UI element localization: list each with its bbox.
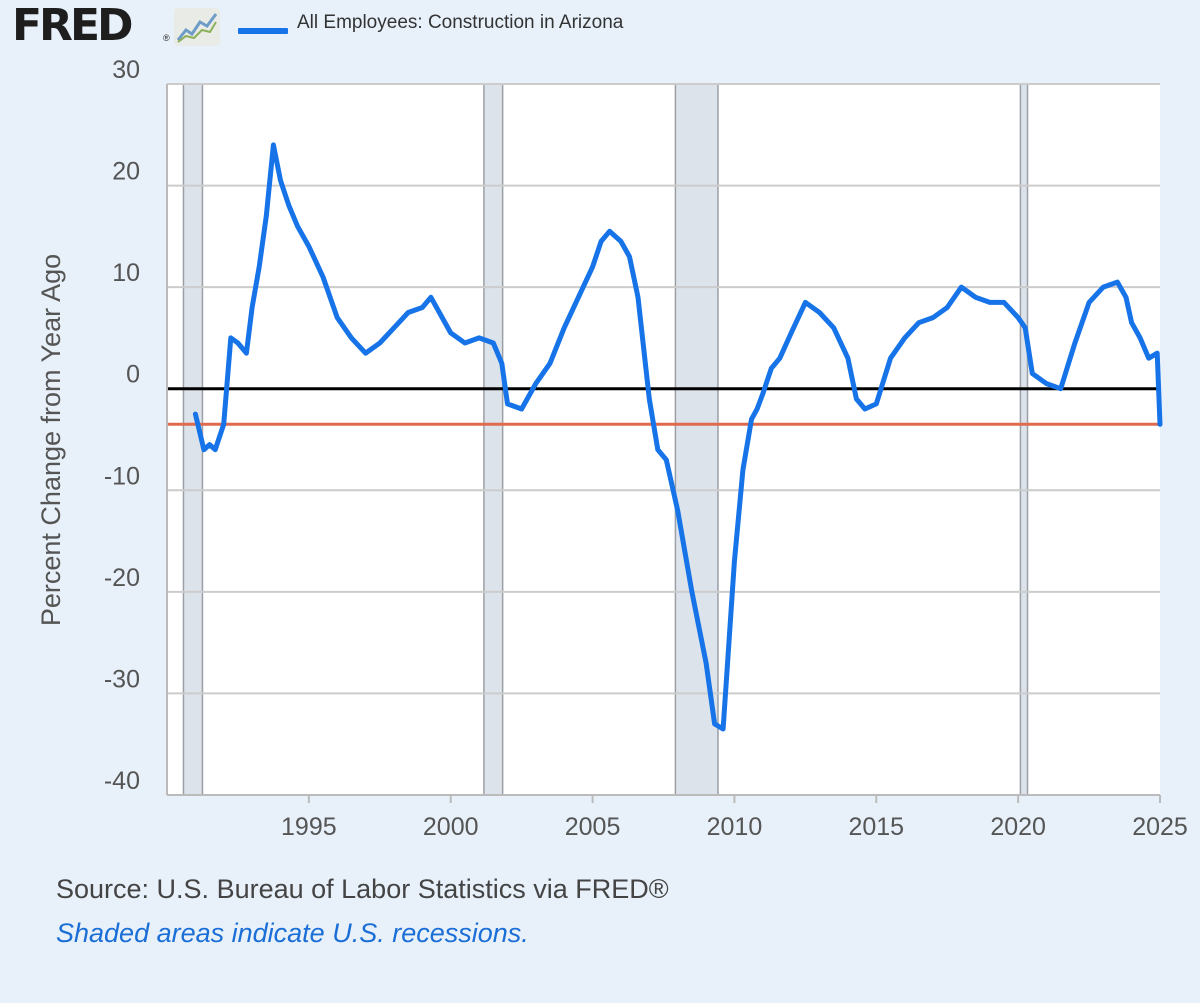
chart-header: FRED ® All Employees: Construction in Ar… xyxy=(0,0,1200,60)
y-tick-label: 10 xyxy=(112,259,140,287)
x-tick-label: 1995 xyxy=(281,813,337,841)
x-tick-label: 2010 xyxy=(707,813,763,841)
y-tick-label: -10 xyxy=(104,462,140,490)
reference-lines xyxy=(167,387,1160,426)
registered-mark: ® xyxy=(163,33,170,43)
recession-band xyxy=(674,83,719,796)
x-tick-label: 2015 xyxy=(848,813,904,841)
x-tick-label: 2000 xyxy=(423,813,479,841)
y-tick-label: 20 xyxy=(112,158,140,186)
fred-logo[interactable]: FRED xyxy=(12,0,134,51)
y-tick-label: -40 xyxy=(104,767,140,795)
source-text: Source: U.S. Bureau of Labor Statistics … xyxy=(56,874,669,904)
y-tick-label: 30 xyxy=(112,60,140,84)
recession-band xyxy=(483,83,504,796)
plot-area xyxy=(167,84,1160,795)
recession-band xyxy=(1019,83,1029,796)
series-line xyxy=(192,142,1163,732)
y-tick-label: -30 xyxy=(104,665,140,693)
x-tick-label: 2020 xyxy=(990,813,1046,841)
x-tick-label: 2005 xyxy=(565,813,621,841)
series-layer xyxy=(192,142,1163,732)
y-tick-label: 0 xyxy=(126,361,140,389)
x-tick-label: 2025 xyxy=(1132,813,1188,841)
line-chart-icon xyxy=(174,8,220,46)
recession-shading xyxy=(182,83,1029,796)
y-axis-label: Percent Change from Year Ago xyxy=(36,254,66,626)
legend-label: All Employees: Construction in Arizona xyxy=(297,12,624,33)
recession-note[interactable]: Shaded areas indicate U.S. recessions. xyxy=(56,918,529,948)
y-tick-label: -20 xyxy=(104,564,140,592)
legend-swatch xyxy=(238,28,288,34)
